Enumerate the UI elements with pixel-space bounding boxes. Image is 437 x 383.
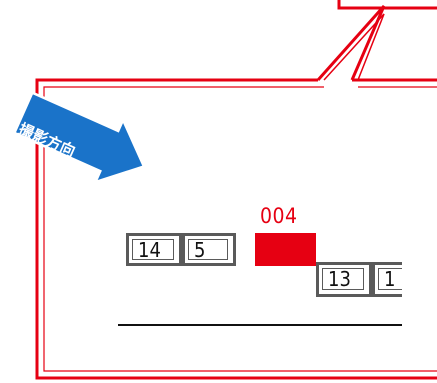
highlight-seat-label: 004: [260, 204, 298, 228]
highlighted-seat: [255, 233, 316, 266]
seat-5-label: 5: [188, 239, 228, 260]
seat-14-label: 14: [132, 239, 174, 260]
seat-partial-label: 1: [378, 268, 402, 290]
seat-13-label: 13: [322, 268, 364, 290]
direction-arrow-icon: [12, 91, 146, 185]
baseline-line: [118, 324, 402, 326]
